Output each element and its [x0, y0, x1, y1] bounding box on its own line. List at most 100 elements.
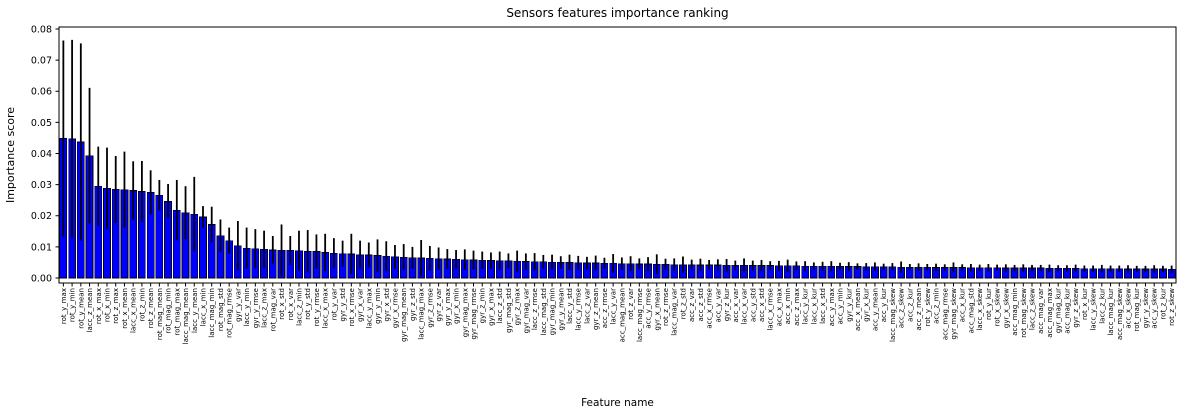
x-tick-label: gyr_x_rmse — [391, 288, 399, 328]
x-tick-label: gyr_mag_var — [522, 288, 530, 333]
x-tick-label: lacc_x_min — [199, 288, 207, 326]
x-tick-label: gyr_z_std — [409, 288, 417, 321]
x-tick-label: lacc_x_rmse — [767, 288, 775, 331]
x-tick-label: gyr_y_var — [234, 288, 242, 322]
x-tick-label: acc_y_var — [714, 288, 722, 323]
x-tick-label: rot_z_std — [679, 288, 687, 319]
x-tick-label: acc_y_skew — [1151, 288, 1159, 329]
x-tick-label: rot_z_max — [112, 288, 120, 324]
x-tick-label: lacc_x_mean — [130, 288, 138, 333]
x-tick-label: lacc_x_var — [741, 288, 749, 325]
x-tick-label: lacc_z_var — [583, 288, 591, 324]
x-tick-label: rot_x_min — [104, 288, 112, 322]
x-tick-label: rot_x_std — [278, 288, 286, 320]
x-tick-label: acc_z_max — [793, 288, 801, 326]
x-tick-label: lacc_mag_kur — [1107, 288, 1115, 336]
x-tick-label: lacc_y_mean — [191, 288, 199, 333]
y-tick-label: 0.07 — [31, 56, 52, 67]
x-tick-label: acc_x_kur — [959, 288, 967, 322]
x-tick-label: rot_y_mean — [77, 288, 85, 329]
x-tick-label: gyr_z_kur — [723, 288, 731, 321]
x-tick-label: acc_mag_mean — [618, 288, 626, 342]
x-tick-label: lacc_y_min — [243, 288, 251, 326]
x-tick-label: gyr_mag_min — [549, 288, 557, 335]
x-tick-label: rot_z_var — [627, 288, 635, 320]
x-tick-label: lacc_y_kur — [802, 288, 810, 324]
x-tick-label: rot_mag_max — [173, 288, 181, 336]
x-tick-label: acc_mag_rmse — [941, 288, 949, 340]
x-tick-label: acc_y_kur — [880, 288, 888, 322]
x-tick-label: gyr_x_kur — [863, 288, 871, 322]
x-tick-label: acc_x_rmse — [706, 288, 714, 329]
x-tick-label: gyr_x_max — [487, 288, 495, 326]
x-tick-label: rot_mag_min — [165, 288, 173, 334]
x-tick-label: lacc_z_max — [261, 288, 269, 328]
x-tick-label: acc_mag_skew — [1116, 288, 1124, 340]
x-tick-label: lacc_z_mean — [86, 288, 94, 332]
x-tick-label: lacc_y_skew — [1090, 288, 1098, 331]
x-tick-label: gyr_mag_kur — [1055, 288, 1063, 333]
x-tick-label: lacc_mag_max — [418, 288, 426, 340]
x-tick-label: acc_x_skew — [1125, 288, 1133, 329]
x-tick-label: lacc_mag_std — [540, 288, 548, 335]
x-tick-label: lacc_x_kur — [810, 288, 818, 324]
x-tick-label: lacc_mag_mean — [182, 288, 190, 344]
x-tick-label: acc_x_mean — [854, 288, 862, 331]
x-tick-label: rot_x_var — [287, 288, 295, 320]
chart-title: Sensors features importance ranking — [506, 6, 728, 20]
x-tick-label: acc_y_max — [828, 288, 836, 326]
y-tick-label: 0.00 — [31, 273, 52, 284]
x-tick-label: lacc_mag_skew — [889, 288, 897, 342]
x-tick-label: rot_x_rmse — [348, 288, 356, 326]
x-tick-label: gyr_z_mean — [592, 288, 600, 330]
x-tick-label: gyr_x_min — [453, 288, 461, 324]
x-tick-label: acc_x_std — [758, 288, 766, 322]
y-axis-label: Importance score — [4, 107, 17, 203]
x-tick-label: lacc_z_min — [295, 288, 303, 326]
x-tick-label: acc_y_mean — [871, 288, 879, 331]
x-tick-label: gyr_x_std — [383, 288, 391, 321]
x-tick-label: lacc_z_rmse — [531, 288, 539, 330]
x-tick-label: acc_mag_max — [1046, 288, 1054, 338]
x-tick-label: rot_mag_rmse — [226, 288, 234, 338]
x-tick-label: acc_y_rmse — [645, 288, 653, 329]
x-tick-label: rot_y_max — [60, 288, 68, 324]
y-tick-label: 0.06 — [31, 87, 52, 98]
x-tick-label: rot_mag_skew — [1020, 288, 1028, 338]
x-tick-label: acc_y_min — [837, 288, 845, 324]
x-tick-label: gyr_x_mean — [653, 288, 661, 330]
x-tick-label: rot_z_kur — [1159, 288, 1167, 320]
x-tick-label: lacc_x_std — [819, 288, 827, 324]
x-tick-label: acc_mag_std — [967, 288, 975, 333]
x-tick-label: lacc_x_max — [322, 288, 330, 328]
x-tick-label: lacc_y_rmse — [575, 288, 583, 331]
x-tick-label: gyr_mag_std — [505, 288, 513, 333]
x-tick-label: gyr_z_rmse — [426, 288, 434, 328]
x-tick-label: gyr_z_min — [479, 288, 487, 323]
x-tick-label: gyr_y_skew — [1142, 288, 1150, 328]
x-tick-label: acc_z_skew — [898, 288, 906, 328]
x-tick-label: rot_mag_std — [217, 288, 225, 331]
x-tick-label: gyr_mag_mean — [400, 288, 408, 342]
x-tick-label: gyr_y_min — [374, 288, 382, 324]
x-tick-label: rot_x_mean — [121, 288, 129, 329]
x-tick-label: rot_y_rmse — [313, 288, 321, 326]
x-tick-label: rot_x_skew — [994, 288, 1002, 327]
x-tick-label: rot_y_var — [330, 288, 338, 320]
x-tick-label: rot_mag_mean — [156, 288, 164, 340]
x-tick-label: gyr_z_skew — [1072, 288, 1080, 328]
x-tick-label: rot_z_min — [138, 288, 146, 322]
x-tick-label: lacc_y_max — [365, 288, 373, 328]
x-tick-label: acc_mag_var — [1037, 288, 1045, 334]
x-tick-label: rot_y_kur — [985, 288, 993, 320]
x-tick-label: rot_y_min — [69, 288, 77, 322]
x-tick-label: gyr_y_rmse — [252, 288, 260, 328]
y-tick-label: 0.08 — [31, 24, 52, 35]
x-tick-label: lacc_mag_min — [208, 288, 216, 338]
x-tick-label: gyr_x_var — [357, 288, 365, 322]
x-tick-label: gyr_y_mean — [557, 288, 565, 330]
x-tick-label: rot_mag_var — [269, 288, 277, 332]
x-tick-label: lacc_z_std — [496, 288, 504, 323]
x-tick-label: gyr_z_var — [435, 288, 443, 322]
x-tick-label: acc_x_min — [784, 288, 792, 324]
